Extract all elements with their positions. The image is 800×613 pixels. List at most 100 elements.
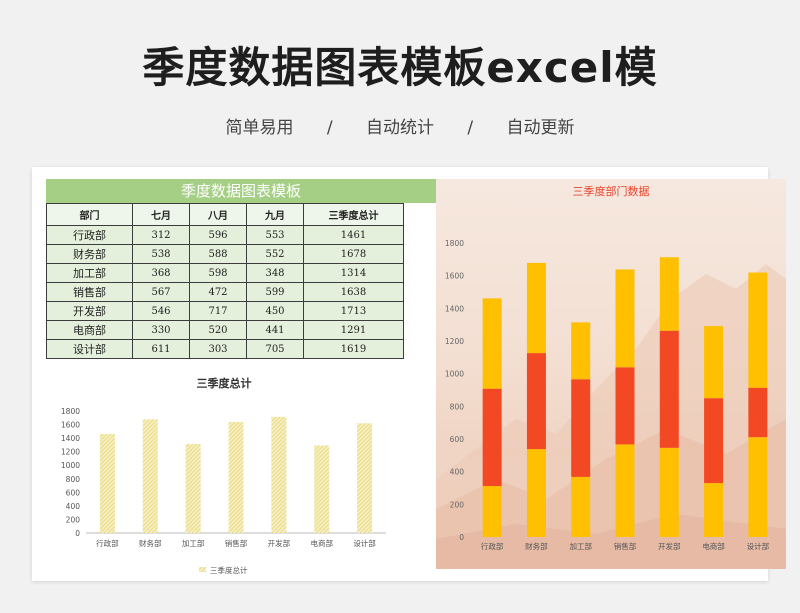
y-tick-label: 1600: [61, 421, 80, 430]
mountain-decoration: [436, 514, 786, 569]
value-cell[interactable]: 1291: [303, 320, 404, 340]
y-tick-label: 800: [450, 402, 465, 411]
data-table: 部门 七月 八月 九月 三季度总计 行政部 312 596 553 1461 财务部 538 588 5…: [46, 203, 404, 359]
bar: [357, 423, 373, 533]
value-cell[interactable]: 588: [189, 244, 247, 264]
value-cell[interactable]: 599: [246, 282, 304, 302]
dept-cell[interactable]: 加工部: [46, 263, 133, 283]
y-tick-label: 1000: [445, 370, 464, 379]
value-cell[interactable]: 717: [189, 301, 247, 321]
bar: [99, 433, 115, 533]
value-cell[interactable]: 611: [132, 339, 190, 359]
table-row: 设计部 611 303 705 1619: [46, 339, 404, 359]
subtitle-item: 简单易用: [225, 118, 294, 138]
y-tick-label: 1200: [61, 448, 80, 457]
x-tick-label: 行政部: [96, 538, 119, 548]
bar-segment: [482, 486, 502, 537]
value-cell[interactable]: 705: [246, 339, 304, 359]
bar-segment: [704, 398, 724, 484]
value-cell[interactable]: 303: [189, 339, 247, 359]
bar: [228, 421, 244, 533]
legend-label: 三季度总计: [210, 565, 248, 575]
bar-segment: [615, 444, 635, 537]
y-tick-label: 1800: [445, 239, 464, 248]
dept-cell[interactable]: 开发部: [46, 301, 133, 321]
y-tick-label: 400: [450, 468, 465, 477]
value-cell[interactable]: 330: [132, 320, 190, 340]
legend-swatch: [199, 567, 206, 572]
value-cell[interactable]: 441: [246, 320, 304, 340]
bar-segment: [659, 257, 679, 331]
column-header: 九月: [246, 203, 304, 226]
value-cell[interactable]: 472: [189, 282, 247, 302]
value-cell[interactable]: 546: [132, 301, 190, 321]
value-cell[interactable]: 1678: [303, 244, 404, 264]
bar-segment: [482, 298, 502, 389]
value-cell[interactable]: 598: [189, 263, 247, 283]
column-header: 部门: [46, 203, 133, 226]
table-row: 销售部 567 472 599 1638: [46, 282, 404, 302]
y-tick-label: 0: [75, 529, 80, 538]
value-cell[interactable]: 312: [132, 225, 190, 245]
dept-cell[interactable]: 财务部: [46, 244, 133, 264]
x-tick-label: 加工部: [182, 538, 205, 548]
bar-segment: [571, 476, 591, 537]
chart-title: 三季度总计: [197, 376, 252, 390]
x-tick-label: 财务部: [139, 538, 162, 548]
table-row: 财务部 538 588 552 1678: [46, 244, 404, 264]
value-cell[interactable]: 1314: [303, 263, 404, 283]
table-row: 行政部 312 596 553 1461: [46, 225, 404, 245]
value-cell[interactable]: 596: [189, 225, 247, 245]
value-cell[interactable]: 567: [132, 282, 190, 302]
bar-segment: [526, 449, 546, 537]
y-tick-label: 0: [459, 533, 464, 542]
value-cell[interactable]: 1713: [303, 301, 404, 321]
y-tick-label: 400: [66, 502, 81, 511]
subtitle-item: 自动更新: [506, 118, 575, 138]
bar-segment: [704, 483, 724, 537]
table-title: 季度数据图表模板: [46, 179, 436, 203]
bar: [185, 443, 201, 533]
y-tick-label: 200: [450, 500, 465, 509]
page-subtitle: 简单易用 / 自动统计 / 自动更新: [0, 113, 800, 138]
bar-segment: [659, 447, 679, 537]
subtitle-separator: /: [467, 118, 474, 138]
bar: [314, 445, 330, 533]
y-tick-label: 1000: [61, 461, 80, 470]
value-cell[interactable]: 553: [246, 225, 304, 245]
stacked-chart-panel: 三季度部门数据 0 200 400 600 800 1000 1200 1400 1600 1800…: [436, 179, 786, 569]
bar-segment: [482, 388, 502, 487]
subtitle-separator: /: [326, 118, 333, 138]
x-tick-label: 电商部: [702, 541, 725, 551]
bar-segment: [571, 379, 591, 477]
bar-segment: [615, 367, 635, 445]
x-tick-label: 开发部: [658, 541, 681, 551]
value-cell[interactable]: 520: [189, 320, 247, 340]
y-tick-label: 1800: [61, 407, 80, 416]
chart-title: 三季度部门数据: [573, 184, 650, 198]
bar-segment: [748, 272, 768, 388]
bar: [271, 416, 287, 533]
dept-cell[interactable]: 行政部: [46, 225, 133, 245]
value-cell[interactable]: 538: [132, 244, 190, 264]
value-cell[interactable]: 368: [132, 263, 190, 283]
column-header: 八月: [189, 203, 247, 226]
value-cell[interactable]: 552: [246, 244, 304, 264]
bar-segment: [659, 330, 679, 448]
bar-segment: [704, 326, 724, 399]
dept-cell[interactable]: 电商部: [46, 320, 133, 340]
value-cell[interactable]: 1638: [303, 282, 404, 302]
dept-cell[interactable]: 设计部: [46, 339, 133, 359]
template-preview-card: 季度数据图表模板 部门 七月 八月 九月 三季度总计 行政部 312 596 553 1461 财…: [32, 167, 786, 581]
value-cell[interactable]: 1461: [303, 225, 404, 245]
x-tick-label: 设计部: [353, 538, 376, 548]
table-row: 加工部 368 598 348 1314: [46, 263, 404, 283]
value-cell[interactable]: 348: [246, 263, 304, 283]
stacked-bar-chart: 三季度部门数据 0 200 400 600 800 1000 1200 1400 1600 1800…: [436, 184, 786, 569]
value-cell[interactable]: 450: [246, 301, 304, 321]
value-cell[interactable]: 1619: [303, 339, 404, 359]
x-tick-label: 设计部: [747, 541, 770, 551]
y-tick-label: 1200: [445, 337, 464, 346]
dept-cell[interactable]: 销售部: [46, 282, 133, 302]
x-tick-label: 行政部: [481, 541, 504, 551]
